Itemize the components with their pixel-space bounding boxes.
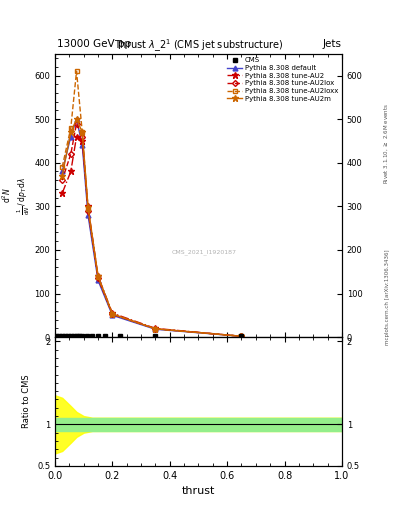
Title: Thrust $\lambda\_2^{1}$ (CMS jet substructure): Thrust $\lambda\_2^{1}$ (CMS jet substru…: [114, 37, 283, 54]
X-axis label: thrust: thrust: [182, 486, 215, 496]
Text: Rivet 3.1.10, $\geq$ 2.6M events: Rivet 3.1.10, $\geq$ 2.6M events: [383, 103, 390, 184]
Text: 13000 GeV pp: 13000 GeV pp: [57, 38, 131, 49]
Y-axis label: $\mathrm{d}^2N$
$\frac{1}{\mathrm{d}N}\,/\,\mathrm{d}p_T\,\mathrm{d}\lambda$: $\mathrm{d}^2N$ $\frac{1}{\mathrm{d}N}\,…: [1, 176, 31, 215]
Text: CMS_2021_I1920187: CMS_2021_I1920187: [172, 249, 237, 255]
Y-axis label: Ratio to CMS: Ratio to CMS: [22, 375, 31, 429]
Legend: CMS, Pythia 8.308 default, Pythia 8.308 tune-AU2, Pythia 8.308 tune-AU2lox, Pyth: CMS, Pythia 8.308 default, Pythia 8.308 …: [226, 56, 340, 103]
Text: mcplots.cern.ch [arXiv:1306.3436]: mcplots.cern.ch [arXiv:1306.3436]: [385, 249, 390, 345]
Text: Jets: Jets: [322, 38, 341, 49]
